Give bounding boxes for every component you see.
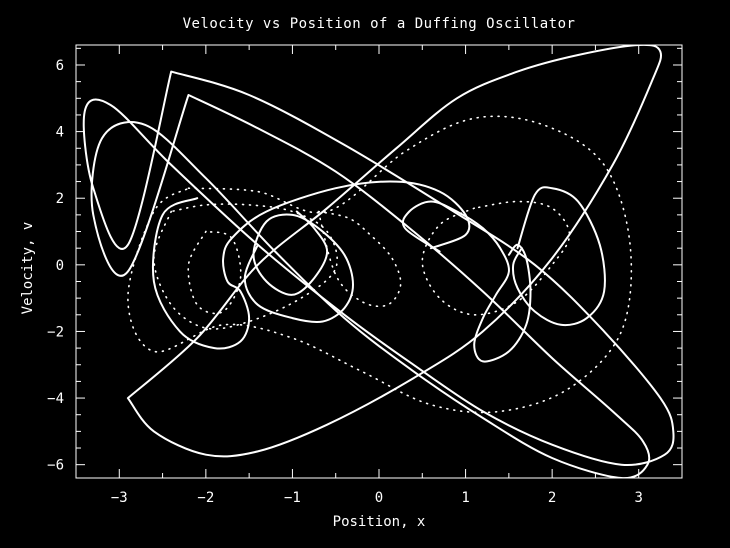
x-tick-label: 2 [548, 490, 556, 506]
y-tick-label: 0 [56, 258, 64, 274]
y-axis-label: Velocity, v [20, 222, 36, 315]
dotted-trajectory-10 [187, 230, 242, 315]
y-tick-label: 4 [56, 125, 64, 141]
series-group [82, 45, 675, 478]
x-tick-label: −3 [111, 490, 128, 506]
trajectory-line-5 [512, 186, 606, 327]
y-tick-label: −6 [47, 458, 64, 474]
trajectory-line-4 [401, 200, 532, 363]
x-tick-label: 0 [375, 490, 383, 506]
y-tick-label: −2 [47, 324, 64, 340]
x-axis-label: Position, x [333, 514, 426, 530]
axes: −3 −2 −1 0 1 2 3 −6 −4 −2 0 2 4 6 [47, 44, 683, 506]
trajectory-line-2 [126, 45, 663, 458]
x-tick-label: 1 [461, 490, 469, 506]
dotted-trajectory-11 [317, 210, 402, 308]
trajectory-line-3 [151, 180, 471, 350]
x-tick-label: 3 [634, 490, 642, 506]
chart-title: Velocity vs Position of a Duffing Oscill… [183, 16, 576, 32]
trajectory-line-6 [243, 210, 354, 324]
y-tick-label: 2 [56, 191, 64, 207]
x-tick-label: −2 [197, 490, 214, 506]
y-tick-label: 6 [56, 58, 64, 74]
dotted-trajectory-7 [127, 115, 633, 414]
trajectory-line-0 [82, 70, 675, 466]
y-tick-label: −4 [47, 391, 64, 407]
trajectory-line-1 [90, 94, 651, 478]
plot-frame [75, 44, 683, 479]
x-tick-label: −1 [284, 490, 301, 506]
